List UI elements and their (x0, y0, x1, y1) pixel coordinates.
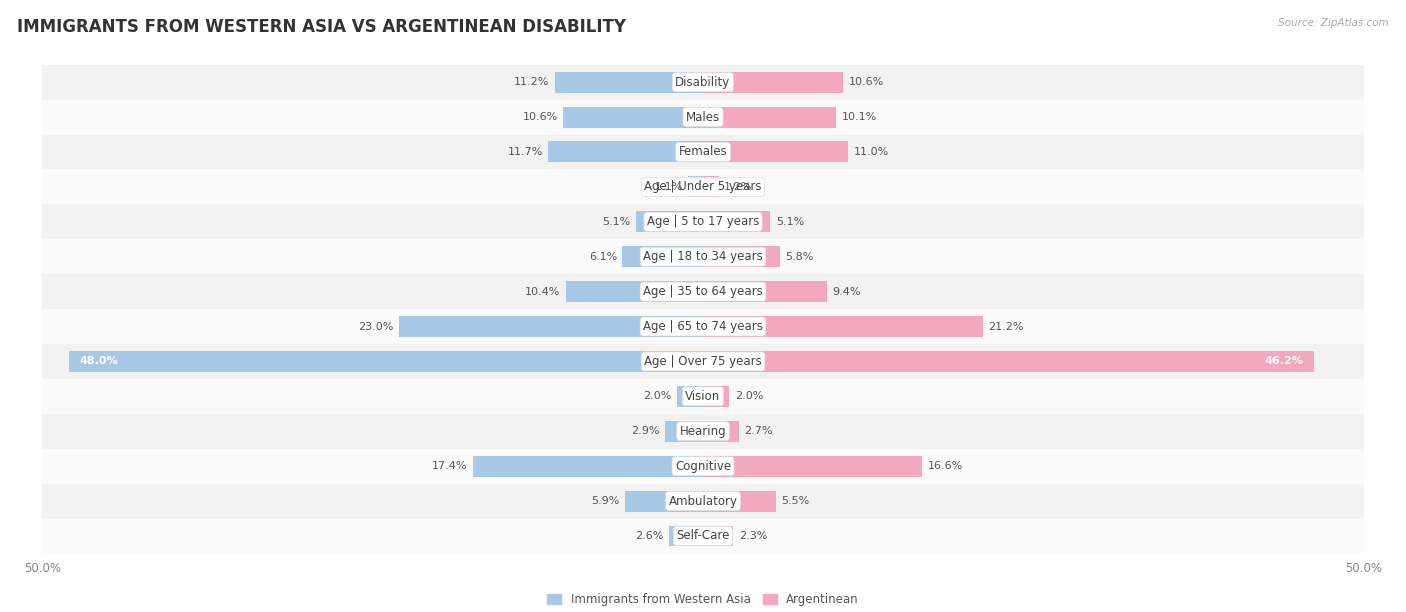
Bar (703, 491, 776, 512)
Text: Self-Care: Self-Care (676, 529, 730, 542)
Bar (703, 176, 718, 197)
Text: 10.1%: 10.1% (842, 112, 877, 122)
Bar (565, 281, 703, 302)
Bar (42, 170, 1364, 204)
Bar (703, 72, 844, 92)
Text: Cognitive: Cognitive (675, 460, 731, 472)
Text: 2.3%: 2.3% (738, 531, 768, 541)
Bar (42, 483, 1364, 518)
Bar (703, 141, 848, 162)
Text: 2.6%: 2.6% (636, 531, 664, 541)
Text: 23.0%: 23.0% (359, 321, 394, 332)
Text: Males: Males (686, 111, 720, 124)
Bar (42, 204, 1364, 239)
Bar (399, 316, 703, 337)
Text: Ambulatory: Ambulatory (668, 494, 738, 507)
Bar (623, 246, 703, 267)
Text: 11.2%: 11.2% (515, 77, 550, 87)
Text: 2.7%: 2.7% (744, 426, 772, 436)
Text: 1.2%: 1.2% (724, 182, 752, 192)
Text: 2.0%: 2.0% (735, 391, 763, 401)
Bar (42, 309, 1364, 344)
Bar (669, 526, 703, 547)
Text: 48.0%: 48.0% (79, 356, 118, 367)
Text: 21.2%: 21.2% (988, 321, 1024, 332)
Bar (703, 281, 827, 302)
Bar (703, 526, 734, 547)
Text: 5.9%: 5.9% (592, 496, 620, 506)
Text: Age | Under 5 years: Age | Under 5 years (644, 181, 762, 193)
Bar (703, 351, 1313, 372)
Bar (636, 211, 703, 233)
Legend: Immigrants from Western Asia, Argentinean: Immigrants from Western Asia, Argentinea… (543, 588, 863, 611)
Bar (42, 449, 1364, 483)
Text: 9.4%: 9.4% (832, 286, 860, 297)
Bar (703, 316, 983, 337)
Text: 10.6%: 10.6% (523, 112, 558, 122)
Bar (42, 344, 1364, 379)
Text: Age | 5 to 17 years: Age | 5 to 17 years (647, 215, 759, 228)
Bar (42, 65, 1364, 100)
Bar (562, 106, 703, 127)
Bar (703, 386, 730, 407)
Bar (42, 100, 1364, 135)
Text: 2.9%: 2.9% (631, 426, 659, 436)
Text: 11.7%: 11.7% (508, 147, 543, 157)
Text: IMMIGRANTS FROM WESTERN ASIA VS ARGENTINEAN DISABILITY: IMMIGRANTS FROM WESTERN ASIA VS ARGENTIN… (17, 18, 626, 36)
Bar (689, 176, 703, 197)
Text: 5.1%: 5.1% (602, 217, 630, 227)
Bar (472, 456, 703, 477)
Text: Age | 18 to 34 years: Age | 18 to 34 years (643, 250, 763, 263)
Text: 11.0%: 11.0% (853, 147, 889, 157)
Bar (42, 379, 1364, 414)
Bar (42, 239, 1364, 274)
Text: 1.1%: 1.1% (655, 182, 683, 192)
Text: 16.6%: 16.6% (928, 461, 963, 471)
Bar (703, 246, 780, 267)
Bar (69, 351, 703, 372)
Bar (665, 421, 703, 442)
Bar (42, 135, 1364, 170)
Text: 46.2%: 46.2% (1264, 356, 1303, 367)
Bar (42, 518, 1364, 553)
Text: Age | 65 to 74 years: Age | 65 to 74 years (643, 320, 763, 333)
Text: Age | 35 to 64 years: Age | 35 to 64 years (643, 285, 763, 298)
Text: 2.0%: 2.0% (643, 391, 671, 401)
Bar (676, 386, 703, 407)
Text: Age | Over 75 years: Age | Over 75 years (644, 355, 762, 368)
Bar (555, 72, 703, 92)
Text: Vision: Vision (685, 390, 721, 403)
Text: 5.1%: 5.1% (776, 217, 804, 227)
Bar (703, 421, 738, 442)
Bar (42, 414, 1364, 449)
Text: Disability: Disability (675, 76, 731, 89)
Bar (703, 211, 770, 233)
Text: Hearing: Hearing (679, 425, 727, 438)
Text: 5.5%: 5.5% (780, 496, 810, 506)
Text: 10.6%: 10.6% (848, 77, 883, 87)
Bar (626, 491, 703, 512)
Text: Females: Females (679, 146, 727, 159)
Bar (703, 456, 922, 477)
Text: 6.1%: 6.1% (589, 252, 617, 262)
Text: 10.4%: 10.4% (524, 286, 560, 297)
Bar (703, 106, 837, 127)
Text: Source: ZipAtlas.com: Source: ZipAtlas.com (1278, 18, 1389, 28)
Text: 5.8%: 5.8% (785, 252, 813, 262)
Bar (548, 141, 703, 162)
Bar (42, 274, 1364, 309)
Text: 17.4%: 17.4% (432, 461, 468, 471)
